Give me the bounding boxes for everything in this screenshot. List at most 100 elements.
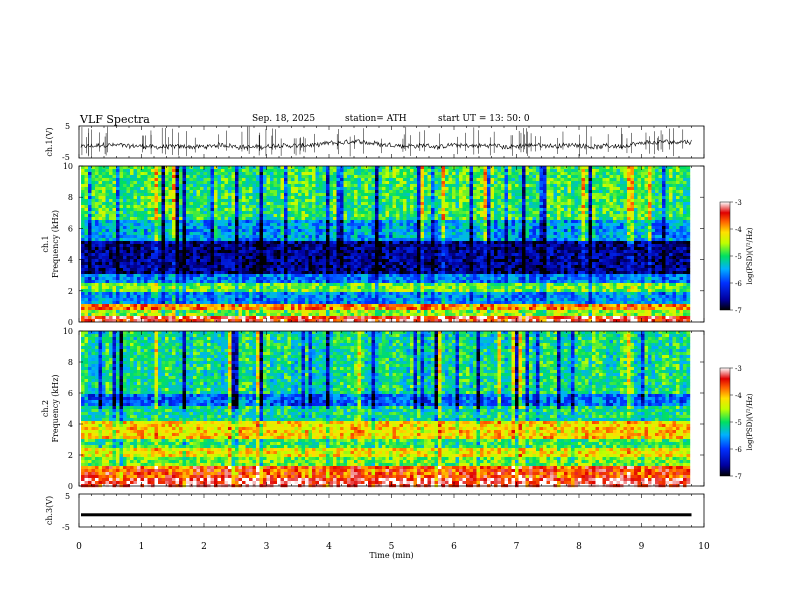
ch1-spectrogram-cell [613, 226, 617, 230]
ch1-spectrogram-cell [448, 190, 453, 194]
ch1-spectrogram-cell [515, 187, 519, 191]
ch1-spectrogram-cell [413, 208, 418, 212]
ch1-spectrogram-cell [186, 217, 190, 221]
ch1-spectrogram-cell [221, 172, 225, 176]
ch1-spectrogram-cell [606, 178, 610, 182]
ch1-spectrogram-cell [581, 193, 586, 197]
ch1-spectrogram-cell [371, 211, 376, 215]
ch1-spectrogram-cell [266, 184, 271, 188]
ch1-spectrogram-cell [501, 172, 505, 176]
ch1-spectrogram-cell [431, 232, 435, 236]
ch1-spectrogram-cell [245, 238, 250, 242]
ch1-spectrogram-cell [368, 175, 372, 179]
ch1-spectrogram-cell [662, 214, 666, 218]
ch1-spectrogram-cell [81, 208, 85, 212]
ch1-spectrogram-cell [189, 190, 194, 194]
ch1-spectrogram-cell [210, 169, 215, 173]
ch1-spectrogram-cell [630, 217, 635, 221]
ch1-spectrogram-cell [410, 223, 414, 227]
ch1-spectrogram-cell [231, 247, 236, 251]
ch1-spectrogram-cell [133, 181, 138, 185]
ch1-spectrogram-cell [669, 214, 673, 218]
ch1-spectrogram-cell [210, 199, 215, 203]
ch1-spectrogram-cell [175, 202, 180, 206]
ch1-spectrogram-cell [270, 238, 274, 242]
ch1-spectrogram-cell [287, 187, 292, 191]
ch1-spectrogram-cell [466, 187, 470, 191]
ch1-spectrogram-cell [585, 217, 589, 221]
ch1-spectrogram-cell [308, 241, 313, 245]
ch1-spectrogram-cell [672, 214, 677, 218]
ch1-spectrogram-cell [357, 217, 362, 221]
ch1-spectrogram-cell [616, 199, 621, 203]
ch1-spectrogram-cell [588, 202, 593, 206]
ch1-spectrogram-cell [168, 187, 173, 191]
ch1-spectrogram-cell [259, 214, 264, 218]
ch1-spectrogram-cell [529, 235, 533, 239]
ch1-spectrogram-cell [508, 211, 512, 215]
ch1-spectrogram-cell [679, 199, 684, 203]
ch1-spectrogram-cell [522, 229, 526, 233]
ch1-spectrogram-cell [238, 202, 243, 206]
ch1-spectrogram-cell [515, 223, 519, 227]
ch1-spectrogram-cell [91, 205, 96, 209]
ch1-spectrogram-cell [644, 226, 649, 230]
ch1-spectrogram-cell [518, 193, 523, 197]
ch1-spectrogram-cell [375, 169, 379, 173]
ch1-spectrogram-cell [427, 211, 432, 215]
ch1-spectrogram-cell [322, 214, 327, 218]
ch1-spectrogram-cell [567, 166, 572, 170]
ch1-spectrogram-cell [662, 211, 666, 215]
ch1-spectrogram-cell [406, 235, 411, 239]
ch1-spectrogram-cell [676, 244, 680, 248]
ch1-spectrogram-cell [336, 232, 341, 236]
ch1-spectrogram-cell [473, 169, 477, 173]
ch1-spectrogram-cell [158, 208, 162, 212]
ch1-spectrogram-cell [434, 214, 439, 218]
ch1-spectrogram-cell [284, 226, 288, 230]
ch1-spectrogram-cell [81, 211, 85, 215]
ch1-spectrogram-cell [112, 199, 117, 203]
ch1-spectrogram-cell [630, 172, 635, 176]
ch1-spectrogram-cell [427, 184, 432, 188]
ch1-spectrogram-cell [483, 187, 488, 191]
ch1-spectrogram-cell [168, 205, 173, 209]
ch1-spectrogram-cell [319, 166, 323, 170]
ch1-spectrogram-cell [242, 214, 246, 218]
ch1-spectrogram-cell [256, 166, 260, 170]
ch1-spectrogram-cell [326, 220, 330, 224]
ch1-spectrogram-cell [182, 187, 187, 191]
ch1-spectrogram-cell [137, 172, 141, 176]
ch1-spectrogram-cell [445, 208, 449, 212]
ch1-spectrogram-cell [123, 181, 127, 185]
ch1-spectrogram-cell [133, 208, 138, 212]
ch1-spectrogram-cell [273, 187, 278, 191]
ch1-spectrogram-cell [189, 199, 194, 203]
ch1-spectrogram-cell [564, 187, 568, 191]
ch1-spectrogram-cell [466, 223, 470, 227]
ch1-spectrogram-cell [371, 169, 376, 173]
ch1-spectrogram-cell [294, 193, 299, 197]
ch1-spectrogram-cell [193, 229, 197, 233]
ch1-spectrogram-cell [683, 241, 687, 245]
ch1-spectrogram-cell [168, 211, 173, 215]
ch1-spectrogram-cell [242, 220, 246, 224]
ch1-spectrogram-cell [175, 226, 180, 230]
ch1-spectrogram-cell [434, 226, 439, 230]
ch1-spectrogram-cell [662, 196, 666, 200]
ch1-spectrogram-cell [249, 211, 253, 215]
ch1-spectrogram-cell [515, 220, 519, 224]
ch1-spectrogram-cell [347, 232, 351, 236]
ch1-spectrogram-cell [172, 196, 176, 200]
ch1-spectrogram-cell [431, 172, 435, 176]
ch1-spectrogram-cell [658, 199, 663, 203]
ch1-spectrogram-cell [613, 202, 617, 206]
ch1-spectrogram-cell [375, 187, 379, 191]
ch1-spectrogram-cell [123, 223, 127, 227]
ch1-spectrogram-cell [347, 205, 351, 209]
ch1-spectrogram-cell [312, 244, 316, 248]
ch1-spectrogram-cell [427, 220, 432, 224]
ch1-spectrogram-cell [469, 175, 474, 179]
ch1-spectrogram-cell [189, 217, 194, 221]
ch1-spectrogram-cell [567, 205, 572, 209]
